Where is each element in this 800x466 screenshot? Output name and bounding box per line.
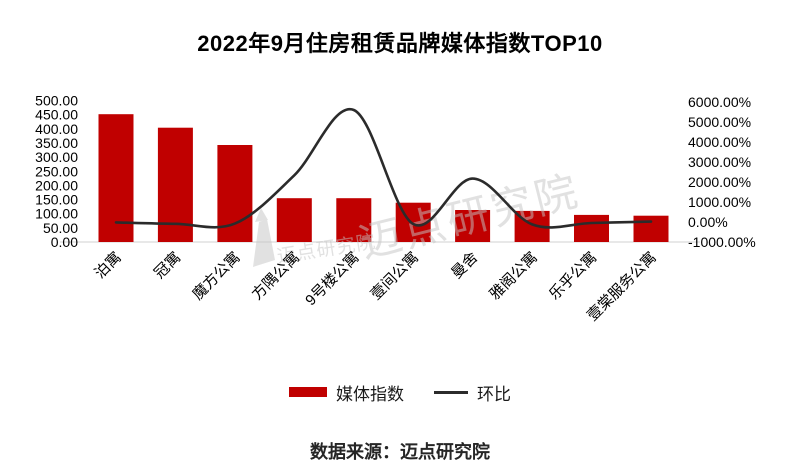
right-axis-labels: 6000.00% 5000.00% 4000.00% 3000.00% 2000.00%…	[688, 94, 756, 250]
tower-icon	[253, 219, 275, 267]
tower-icon-roof	[255, 208, 268, 222]
right-axis-tick: 3000.00%	[688, 154, 751, 170]
category-label: 魔方公寓	[189, 248, 244, 303]
left-axis-tick: 450.00	[35, 107, 78, 123]
left-axis-tick: 500.00	[35, 93, 78, 109]
bar-media-index	[633, 215, 669, 242]
data-source-note: 数据来源：迈点研究院	[310, 442, 490, 462]
bar-media-index	[574, 214, 609, 242]
left-axis-tick: 150.00	[35, 192, 78, 208]
category-label: 乐乎公寓	[545, 248, 600, 303]
right-axis-tick: 5000.00%	[688, 114, 751, 130]
left-axis-tick: 300.00	[35, 149, 78, 165]
legend: 媒体指数 环比	[0, 381, 800, 404]
right-axis-tick: 6000.00%	[688, 94, 751, 110]
right-axis-tick: 1000.00%	[688, 194, 751, 210]
right-axis-tick: 0.00%	[688, 214, 728, 230]
left-axis-labels: 500.00450.00400.00350.00300.00250.00200.…	[35, 93, 78, 250]
left-axis-tick: 100.00	[35, 206, 78, 222]
bars-group	[98, 114, 669, 242]
left-axis-tick: 200.00	[35, 177, 78, 193]
category-label: 曼舍	[448, 249, 481, 282]
chart-title: 2022年9月住房租赁品牌媒体指数TOP10	[197, 31, 603, 56]
category-label: 冠寓	[150, 248, 184, 282]
bar-media-index	[98, 114, 134, 242]
left-axis-tick: 250.00	[35, 163, 78, 179]
category-label: 雅阁公寓	[486, 248, 541, 303]
category-label: 泊寓	[91, 248, 125, 282]
right-axis-tick: 2000.00%	[688, 174, 751, 190]
legend-line-swatch	[434, 390, 468, 394]
left-axis-tick: 400.00	[35, 121, 78, 137]
bar-media-index	[336, 198, 372, 242]
left-axis-tick: 50.00	[43, 220, 78, 236]
legend-line-label: 环比	[477, 384, 511, 404]
line-huanbi	[114, 107, 653, 229]
legend-bar-label: 媒体指数	[336, 384, 404, 404]
left-axis-tick: 350.00	[35, 135, 78, 151]
bar-media-index	[276, 198, 312, 242]
legend-bar-swatch	[289, 387, 327, 397]
bar-media-index	[455, 210, 491, 242]
right-axis-tick: 4000.00%	[688, 134, 751, 150]
right-axis-tick: -1000.00%	[688, 234, 756, 250]
left-axis-tick: 0.00	[51, 234, 78, 250]
